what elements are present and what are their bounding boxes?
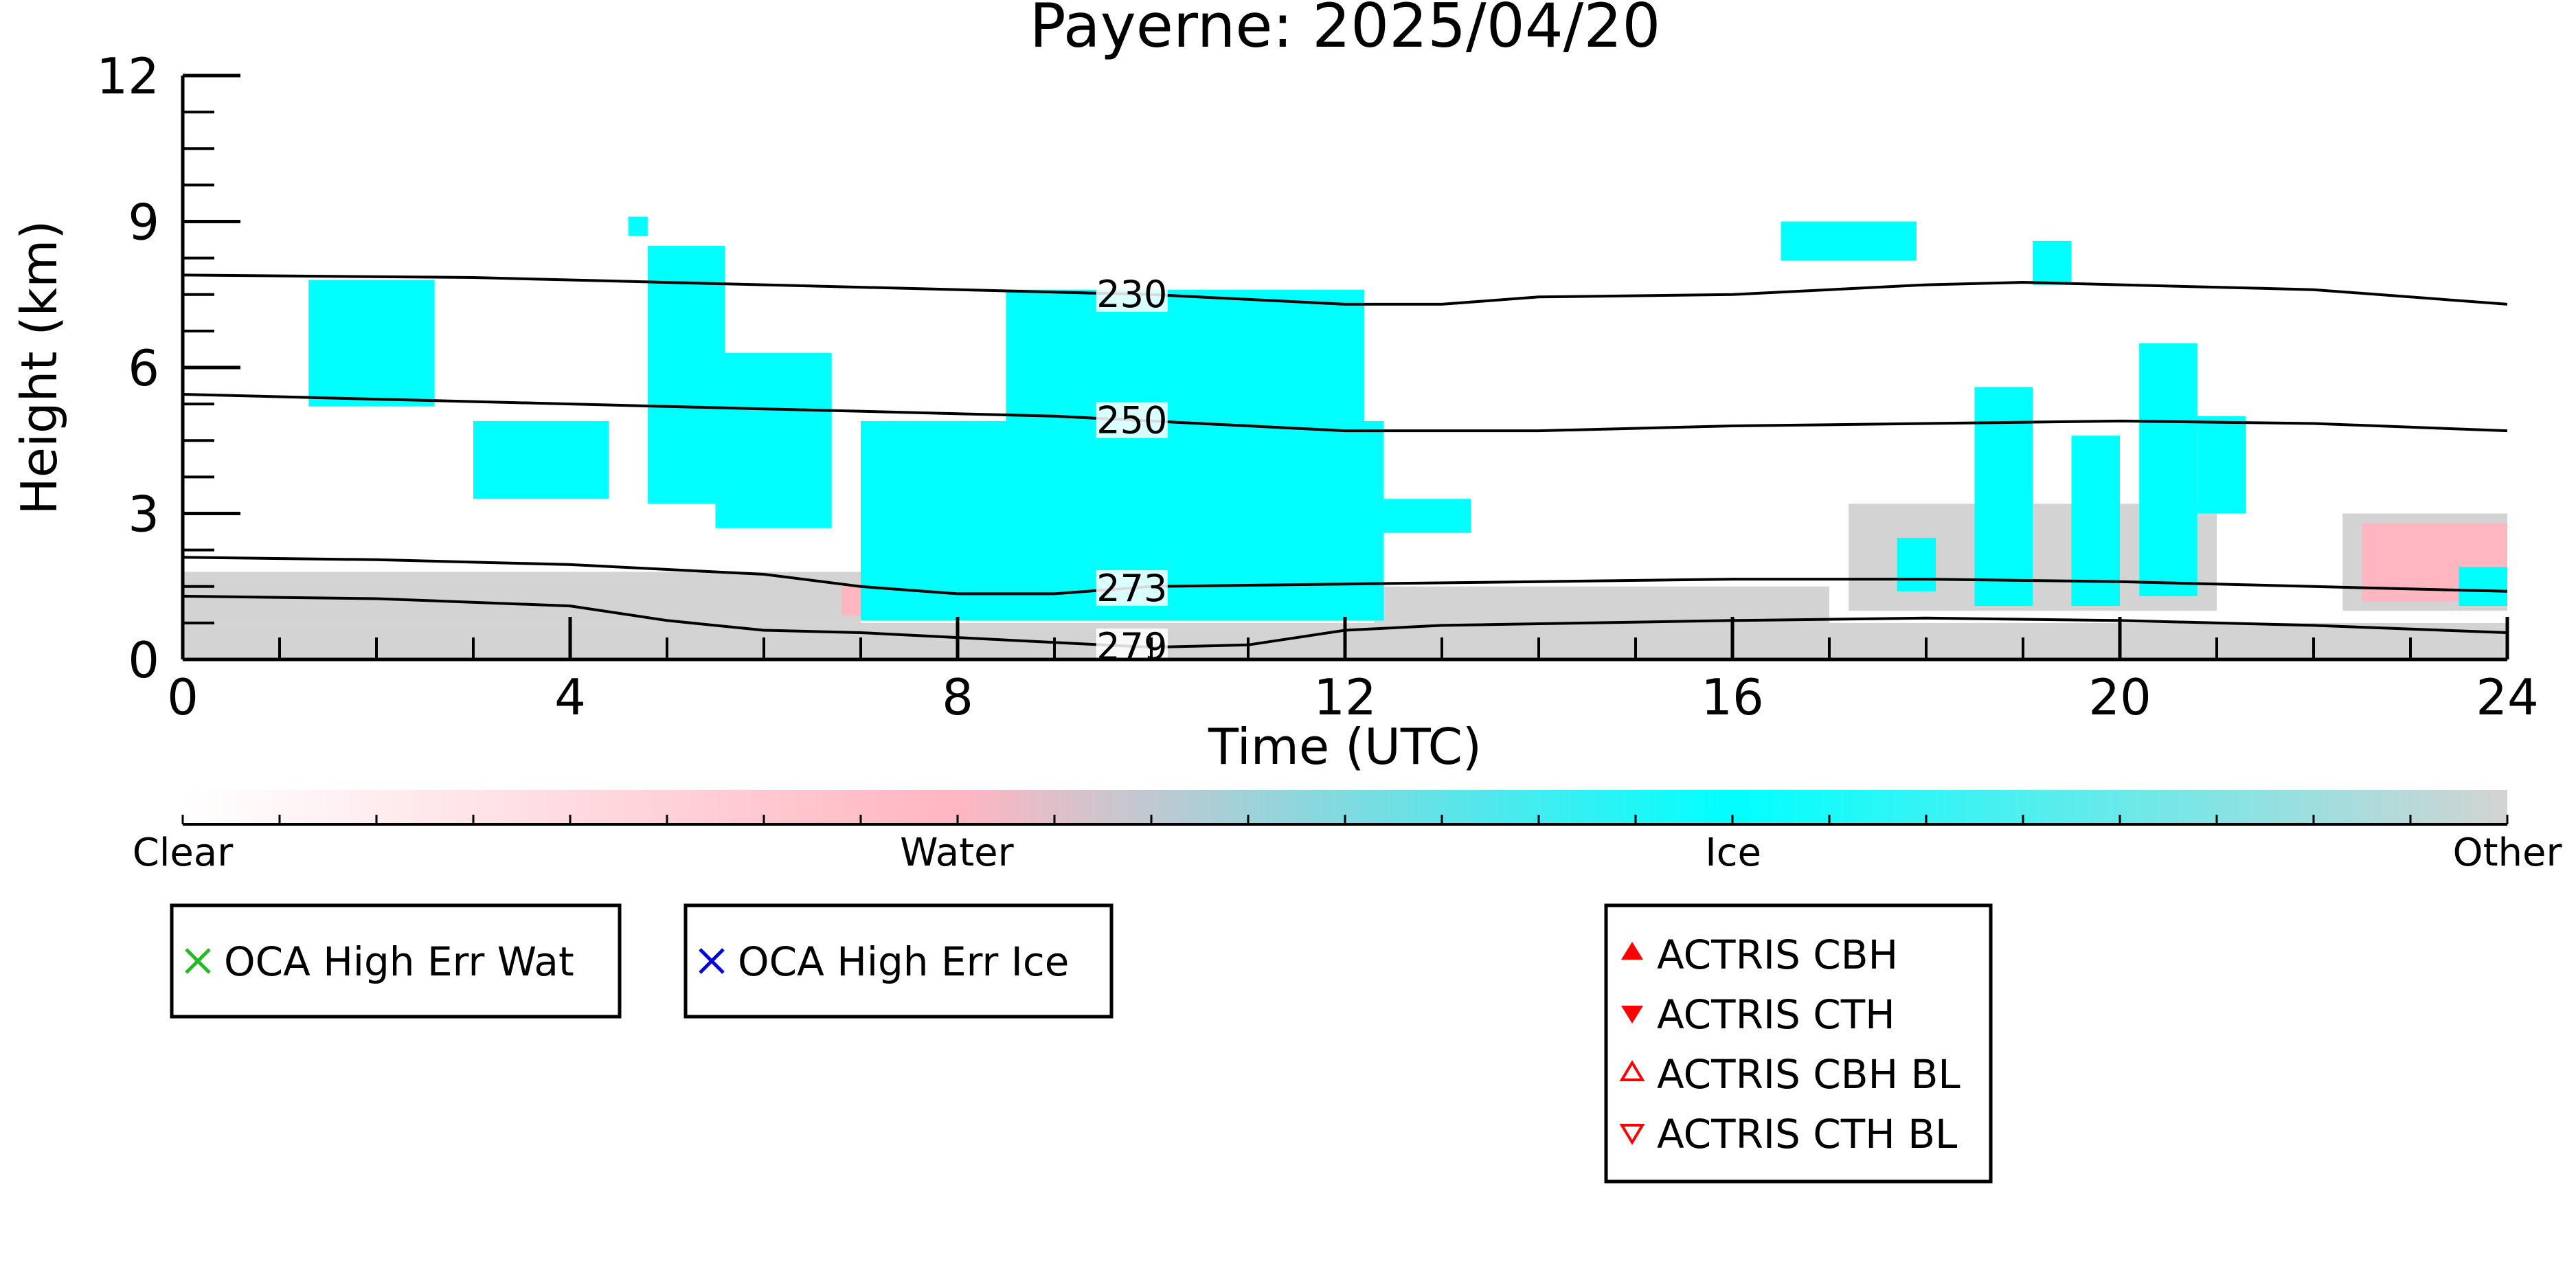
ice-region	[2071, 436, 2120, 607]
x-tick-label: 24	[2476, 668, 2539, 726]
colorbar-labels: Clear Water Ice Other	[133, 831, 2563, 875]
y-tick-label: 12	[96, 47, 159, 105]
colorbar-label: Other	[2452, 831, 2562, 875]
legend-label: ACTRIS CTH	[1657, 991, 1895, 1038]
x-tick-label: 12	[1313, 668, 1377, 726]
classification-layer	[183, 216, 2507, 659]
x-axis-label: Time (UTC)	[1208, 718, 1482, 776]
isotherm-label: 273	[1096, 567, 1167, 610]
y-tick-label: 6	[128, 339, 159, 397]
ice-region	[2459, 567, 2507, 607]
ice-region	[2033, 240, 2072, 285]
x-tick-label: 0	[167, 668, 199, 726]
triangle-up-filled-icon	[1621, 942, 1643, 960]
ice-region	[628, 216, 648, 236]
legend-actris: ACTRIS CBH ACTRIS CTH ACTRIS CBH BL ACTR…	[1604, 903, 1993, 1184]
triangle-down-open-icon	[1619, 1124, 1645, 1145]
colorbar-ticks	[181, 815, 2509, 824]
y-tick-label: 0	[128, 631, 159, 689]
isotherm-label-bg	[1096, 276, 1168, 313]
x-tick-label: 20	[2088, 668, 2151, 726]
y-axis-label: Height (km)	[10, 221, 68, 515]
x-marker-icon	[185, 948, 211, 974]
ice-region	[1897, 537, 1936, 591]
ice-region	[1974, 387, 2033, 607]
colorbar: Clear Water Ice Other	[133, 790, 2563, 875]
ice-region	[308, 280, 435, 407]
isotherm-label-bg	[1096, 402, 1168, 438]
x-marker-icon	[699, 948, 725, 974]
colorbar-label: Clear	[133, 831, 234, 875]
isotherm-label: 279	[1096, 625, 1167, 668]
isotherm-label: 250	[1096, 399, 1167, 442]
tick-marks: 0 4 8 12 16 20 24 0 3 6 9 12	[96, 47, 2538, 726]
legend-box	[170, 903, 622, 1019]
legend-label: ACTRIS CBH BL	[1657, 1051, 1961, 1098]
ice-region	[2139, 343, 2197, 596]
isotherm-label-bg	[1096, 569, 1168, 606]
legend-box	[683, 903, 1114, 1019]
ice-region	[473, 420, 609, 499]
x-tick-label: 16	[1701, 668, 1764, 726]
ice-region	[647, 245, 725, 504]
legend-label: ACTRIS CBH	[1657, 931, 1898, 978]
triangle-down-filled-icon	[1621, 1006, 1643, 1024]
isotherm-label: 230	[1096, 273, 1167, 316]
ice-region	[1374, 499, 1471, 533]
isotherm-line	[183, 393, 2507, 433]
legend-oca-water: OCA High Err Wat	[170, 903, 622, 1019]
legend-label: OCA High Err Ice	[738, 938, 1069, 985]
isotherm-label-bg	[1096, 628, 1168, 659]
ice-region	[2197, 416, 2246, 514]
colorbar-label: Ice	[1705, 831, 1761, 875]
isotherm-layer: 230 250 273 279	[183, 273, 2507, 668]
ice-region	[1781, 221, 1917, 261]
legend-label: ACTRIS CTH BL	[1657, 1111, 1957, 1157]
colorbar-label: Water	[900, 831, 1015, 875]
other-region	[1374, 586, 1829, 623]
ice-region	[715, 352, 832, 528]
y-tick-label: 3	[128, 486, 159, 543]
plot-area: 230 250 273 279 0 4 8 12 16 20 24 0 3 6 9 12	[96, 47, 2538, 726]
triangle-up-open-icon	[1619, 1060, 1645, 1081]
x-tick-label: 4	[554, 668, 586, 726]
chart-title: Payerne: 2025/04/20	[1030, 0, 1661, 61]
y-tick-label: 9	[128, 194, 159, 251]
legend-box	[1604, 903, 1993, 1184]
x-tick-label: 8	[942, 668, 973, 726]
legend-oca-ice: OCA High Err Ice	[683, 903, 1114, 1019]
legend-label: OCA High Err Wat	[224, 938, 574, 985]
ice-region	[1006, 289, 1365, 421]
isotherm-line	[183, 273, 2507, 306]
